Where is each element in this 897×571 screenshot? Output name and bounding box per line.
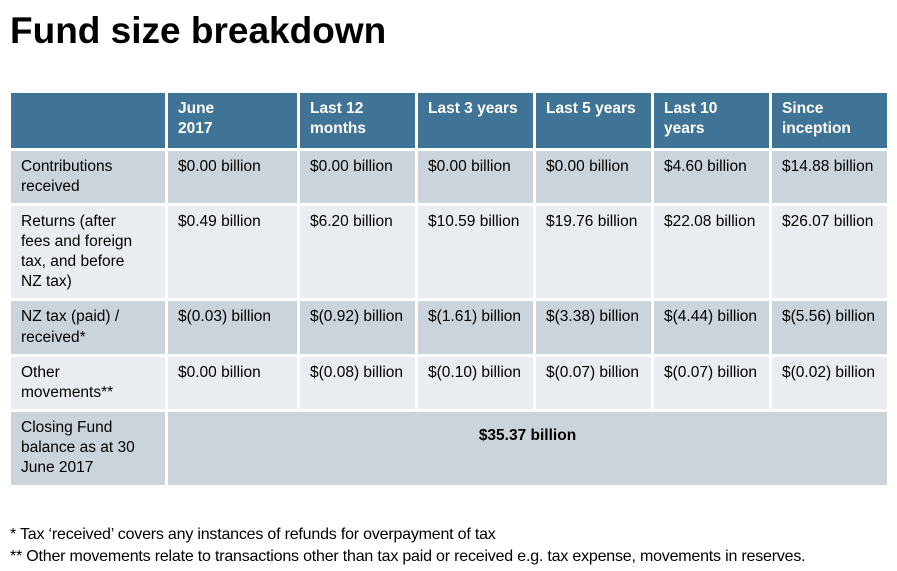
column-header-june-2017: June 2017 xyxy=(165,89,300,151)
column-header-blank xyxy=(8,89,168,151)
table-row-other-movements: Other movements** $0.00 billion $(0.08) … xyxy=(8,353,890,412)
row-label: Returns (after fees and foreign tax, and… xyxy=(8,202,168,302)
value-cell: $0.00 billion xyxy=(165,353,300,412)
value-cell: $6.20 billion xyxy=(297,202,418,302)
column-header-last-3-years: Last 3 years xyxy=(415,89,536,151)
value-cell: $26.07 billion xyxy=(769,202,890,302)
summary-value: $35.37 billion xyxy=(165,408,890,488)
value-cell: $(0.07) billion xyxy=(533,353,654,412)
column-header-last-10-years: Last 10 years xyxy=(651,89,772,151)
table-row-returns: Returns (after fees and foreign tax, and… xyxy=(8,202,890,302)
footnotes: * Tax ‘received’ covers any instances of… xyxy=(10,524,889,567)
value-cell: $(0.08) billion xyxy=(297,353,418,412)
row-label: Other movements** xyxy=(8,353,168,412)
value-cell: $0.49 billion xyxy=(165,202,300,302)
value-cell: $(5.56) billion xyxy=(769,298,890,357)
footnote-other-movements: ** Other movements relate to transaction… xyxy=(10,547,806,565)
value-cell: $10.59 billion xyxy=(415,202,536,302)
value-cell: $(4.44) billion xyxy=(651,298,772,357)
column-header-since-inception: Since inception xyxy=(769,89,890,151)
value-cell: $(0.03) billion xyxy=(165,298,300,357)
footnote-tax-received: * Tax ‘received’ covers any instances of… xyxy=(10,525,496,543)
value-cell: $(0.10) billion xyxy=(415,353,536,412)
value-cell: $(0.07) billion xyxy=(651,353,772,412)
value-cell: $4.60 billion xyxy=(651,147,772,206)
fund-size-table: June 2017 Last 12 months Last 3 years La… xyxy=(8,89,890,488)
value-cell: $14.88 billion xyxy=(769,147,890,206)
value-cell: $(0.02) billion xyxy=(769,353,890,412)
page-title: Fund size breakdown xyxy=(10,10,387,51)
column-header-last-5-years: Last 5 years xyxy=(533,89,654,151)
value-cell: $(0.92) billion xyxy=(297,298,418,357)
value-cell: $22.08 billion xyxy=(651,202,772,302)
value-cell: $0.00 billion xyxy=(297,147,418,206)
summary-row: Closing Fund balance as at 30 June 2017 … xyxy=(8,408,890,488)
value-cell: $0.00 billion xyxy=(533,147,654,206)
table-row-nz-tax: NZ tax (paid) / received* $(0.03) billio… xyxy=(8,298,890,357)
table-row-contributions: Contributions received $0.00 billion $0.… xyxy=(8,147,890,206)
value-cell: $19.76 billion xyxy=(533,202,654,302)
row-label: NZ tax (paid) / received* xyxy=(8,298,168,357)
column-header-last-12-months: Last 12 months xyxy=(297,89,418,151)
value-cell: $(3.38) billion xyxy=(533,298,654,357)
value-cell: $(1.61) billion xyxy=(415,298,536,357)
value-cell: $0.00 billion xyxy=(415,147,536,206)
summary-row-label: Closing Fund balance as at 30 June 2017 xyxy=(8,408,168,488)
row-label: Contributions received xyxy=(8,147,168,206)
header-row: June 2017 Last 12 months Last 3 years La… xyxy=(8,89,890,151)
value-cell: $0.00 billion xyxy=(165,147,300,206)
